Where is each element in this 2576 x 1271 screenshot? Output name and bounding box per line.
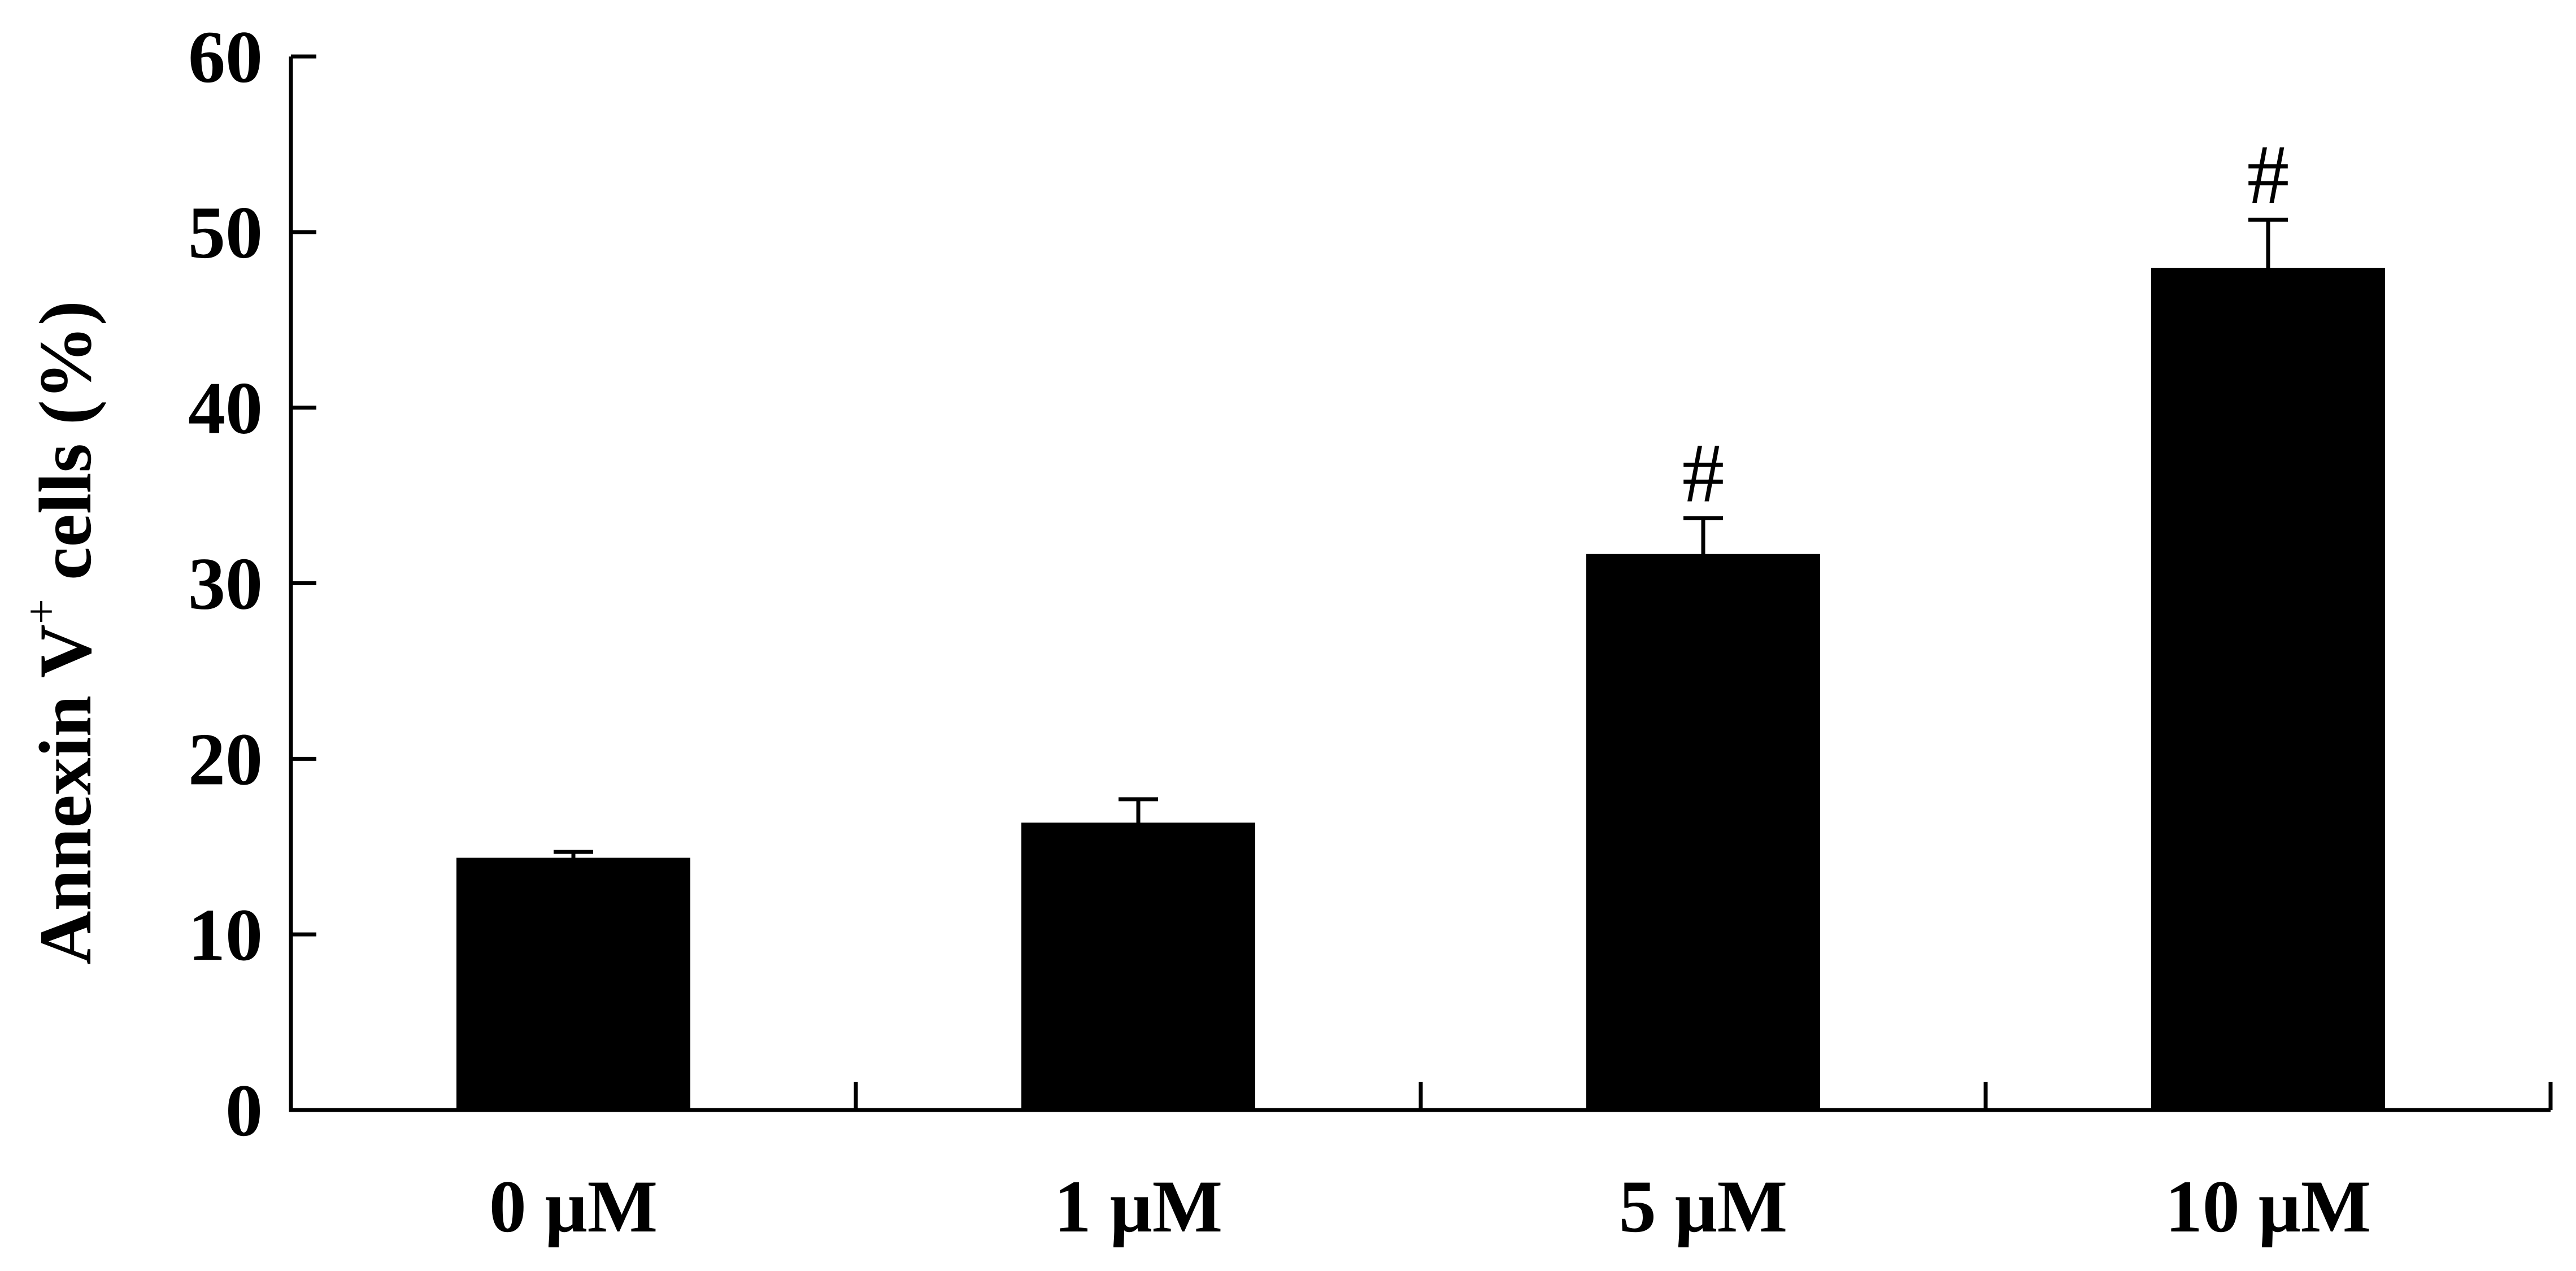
y-tick-label: 10 [188, 893, 263, 976]
x-tick-label: 1 μM [1054, 1165, 1222, 1248]
bar [1586, 554, 1820, 1111]
y-ticks: 0 10 20 30 40 50 60 [188, 15, 316, 1152]
x-tick-label: 0 μM [489, 1165, 658, 1248]
y-tick-label: 30 [188, 542, 263, 625]
x-ticks: 0 μM 1 μM 5 μM 10 μM [489, 1082, 2553, 1248]
y-axis-label-superscript: + [17, 599, 67, 624]
x-tick-label: 5 μM [1619, 1165, 1787, 1248]
bar [1021, 822, 1255, 1111]
bar [2151, 268, 2385, 1112]
y-tick-label: 50 [188, 191, 263, 274]
x-tick-label: 10 μM [2165, 1165, 2371, 1248]
y-tick-label: 0 [225, 1069, 263, 1152]
y-axis-label: Annexin V+ cells (%) [17, 301, 107, 965]
svg-text:Annexin V+ cells (%): Annexin V+ cells (%) [17, 301, 107, 965]
y-axis-label-suffix: cells (%) [24, 301, 107, 599]
y-tick-label: 20 [188, 717, 263, 800]
y-axis-label-main: Annexin V [24, 624, 107, 965]
y-tick-label: 60 [188, 15, 263, 98]
significance-marker: # [2247, 128, 2290, 221]
bar [456, 858, 690, 1111]
y-tick-label: 40 [188, 367, 263, 450]
significance-marker: # [1682, 426, 1725, 520]
bars: ## [456, 128, 2385, 1112]
